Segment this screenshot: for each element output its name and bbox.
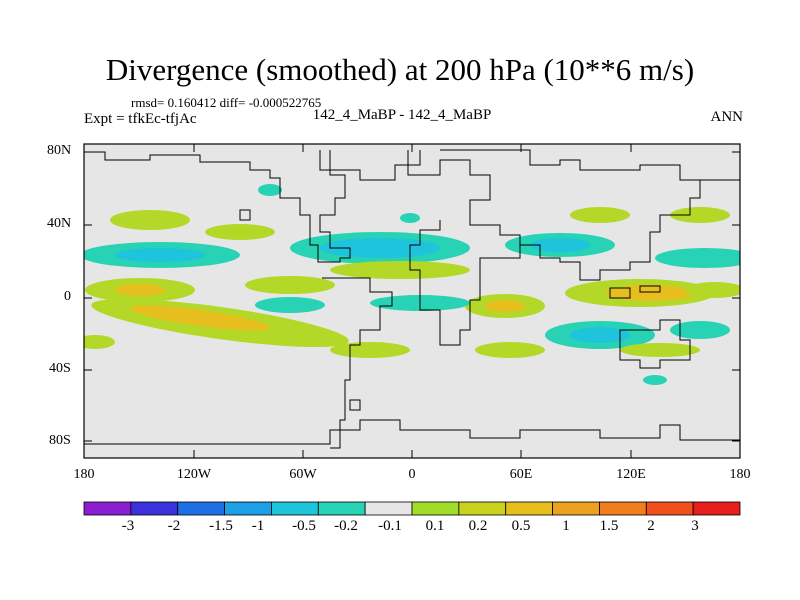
anomaly-blob xyxy=(258,184,282,196)
colorbar-box xyxy=(599,501,647,516)
anomaly-blob xyxy=(400,213,420,223)
lat-label: 80S xyxy=(49,433,71,448)
colorbar-box xyxy=(364,501,413,516)
colorbar-label: -0.5 xyxy=(292,518,316,534)
anomaly-blob xyxy=(485,300,525,312)
anomaly-blob xyxy=(530,238,590,252)
anomaly-blob xyxy=(670,207,730,223)
colorbar-box xyxy=(458,501,507,516)
anomaly-blob xyxy=(130,305,270,331)
colorbar-label: 2 xyxy=(647,518,655,534)
anomaly-blob xyxy=(570,327,630,343)
coastlines xyxy=(84,149,740,449)
colorbar-label: 1.5 xyxy=(599,518,619,534)
colorbar-box xyxy=(411,501,460,516)
colorbar-box xyxy=(505,501,553,516)
anomaly-blob xyxy=(670,321,730,339)
axis-ticks xyxy=(84,144,740,458)
anomaly-blob xyxy=(205,224,275,240)
colorbar-box xyxy=(552,501,600,516)
colorbar-box xyxy=(130,501,179,516)
colorbar-box xyxy=(317,501,366,516)
colorbar-box xyxy=(177,501,225,516)
anomaly-blob xyxy=(255,297,325,313)
anomaly-blob xyxy=(115,248,205,262)
colorbar-label: 3 xyxy=(691,518,699,534)
lat-label: 80N xyxy=(47,143,72,158)
colorbar-box xyxy=(83,501,132,516)
lat-label: 0 xyxy=(64,289,71,304)
lon-label: 180 xyxy=(73,467,95,482)
lon-label: 120W xyxy=(176,467,212,482)
colorbar-label: -2 xyxy=(167,518,181,534)
colorbar-label: 0.2 xyxy=(468,518,488,534)
lat-label: 40S xyxy=(49,361,71,376)
colorbar-label: 0.1 xyxy=(425,518,445,534)
colorbar-box xyxy=(692,501,741,516)
lon-label: 180 xyxy=(729,467,751,482)
anomaly-blob xyxy=(655,248,740,268)
anomaly-blob xyxy=(605,285,695,301)
anomaly-blob xyxy=(643,375,667,385)
lon-label: 60W xyxy=(289,467,317,482)
lat-label: 40N xyxy=(47,216,72,231)
season-label: ANN xyxy=(710,109,744,125)
colorbar-label: -0.2 xyxy=(334,518,358,534)
colorbar-label: -1 xyxy=(251,518,265,534)
colorbar-label: 1 xyxy=(562,518,570,534)
anomaly-blob xyxy=(115,284,165,296)
lon-label: 0 xyxy=(408,467,416,482)
anomaly-blob xyxy=(330,261,470,279)
anomaly-blob xyxy=(475,342,545,358)
colorbar-label: -0.1 xyxy=(378,518,402,534)
anomaly-blob xyxy=(330,342,410,358)
anomaly-blob xyxy=(685,282,740,298)
chart-title: Divergence (smoothed) at 200 hPa (10**6 … xyxy=(105,52,695,87)
colorbar-label: -3 xyxy=(121,518,135,534)
lon-label: 120E xyxy=(616,467,646,482)
experiment-label: Expt = tfkEc-tfjAc xyxy=(84,111,197,127)
colorbar-box xyxy=(224,501,272,516)
anomaly-blob xyxy=(570,207,630,223)
colorbar xyxy=(83,501,741,516)
lon-label: 60E xyxy=(509,467,533,482)
anomaly-blob xyxy=(110,210,190,230)
anomaly-blob xyxy=(245,276,335,294)
colorbar-label: 0.5 xyxy=(511,518,531,534)
colorbar-box xyxy=(271,501,319,516)
stats-line: rmsd= 0.160412 diff= -0.000522765 xyxy=(131,95,322,110)
colorbar-label: -1.5 xyxy=(209,518,233,534)
anomaly-blob xyxy=(84,335,115,349)
cases-label: 142_4_MaBP - 142_4_MaBP xyxy=(312,107,492,123)
anomaly-blob xyxy=(620,343,700,357)
colorbar-box xyxy=(645,501,694,516)
